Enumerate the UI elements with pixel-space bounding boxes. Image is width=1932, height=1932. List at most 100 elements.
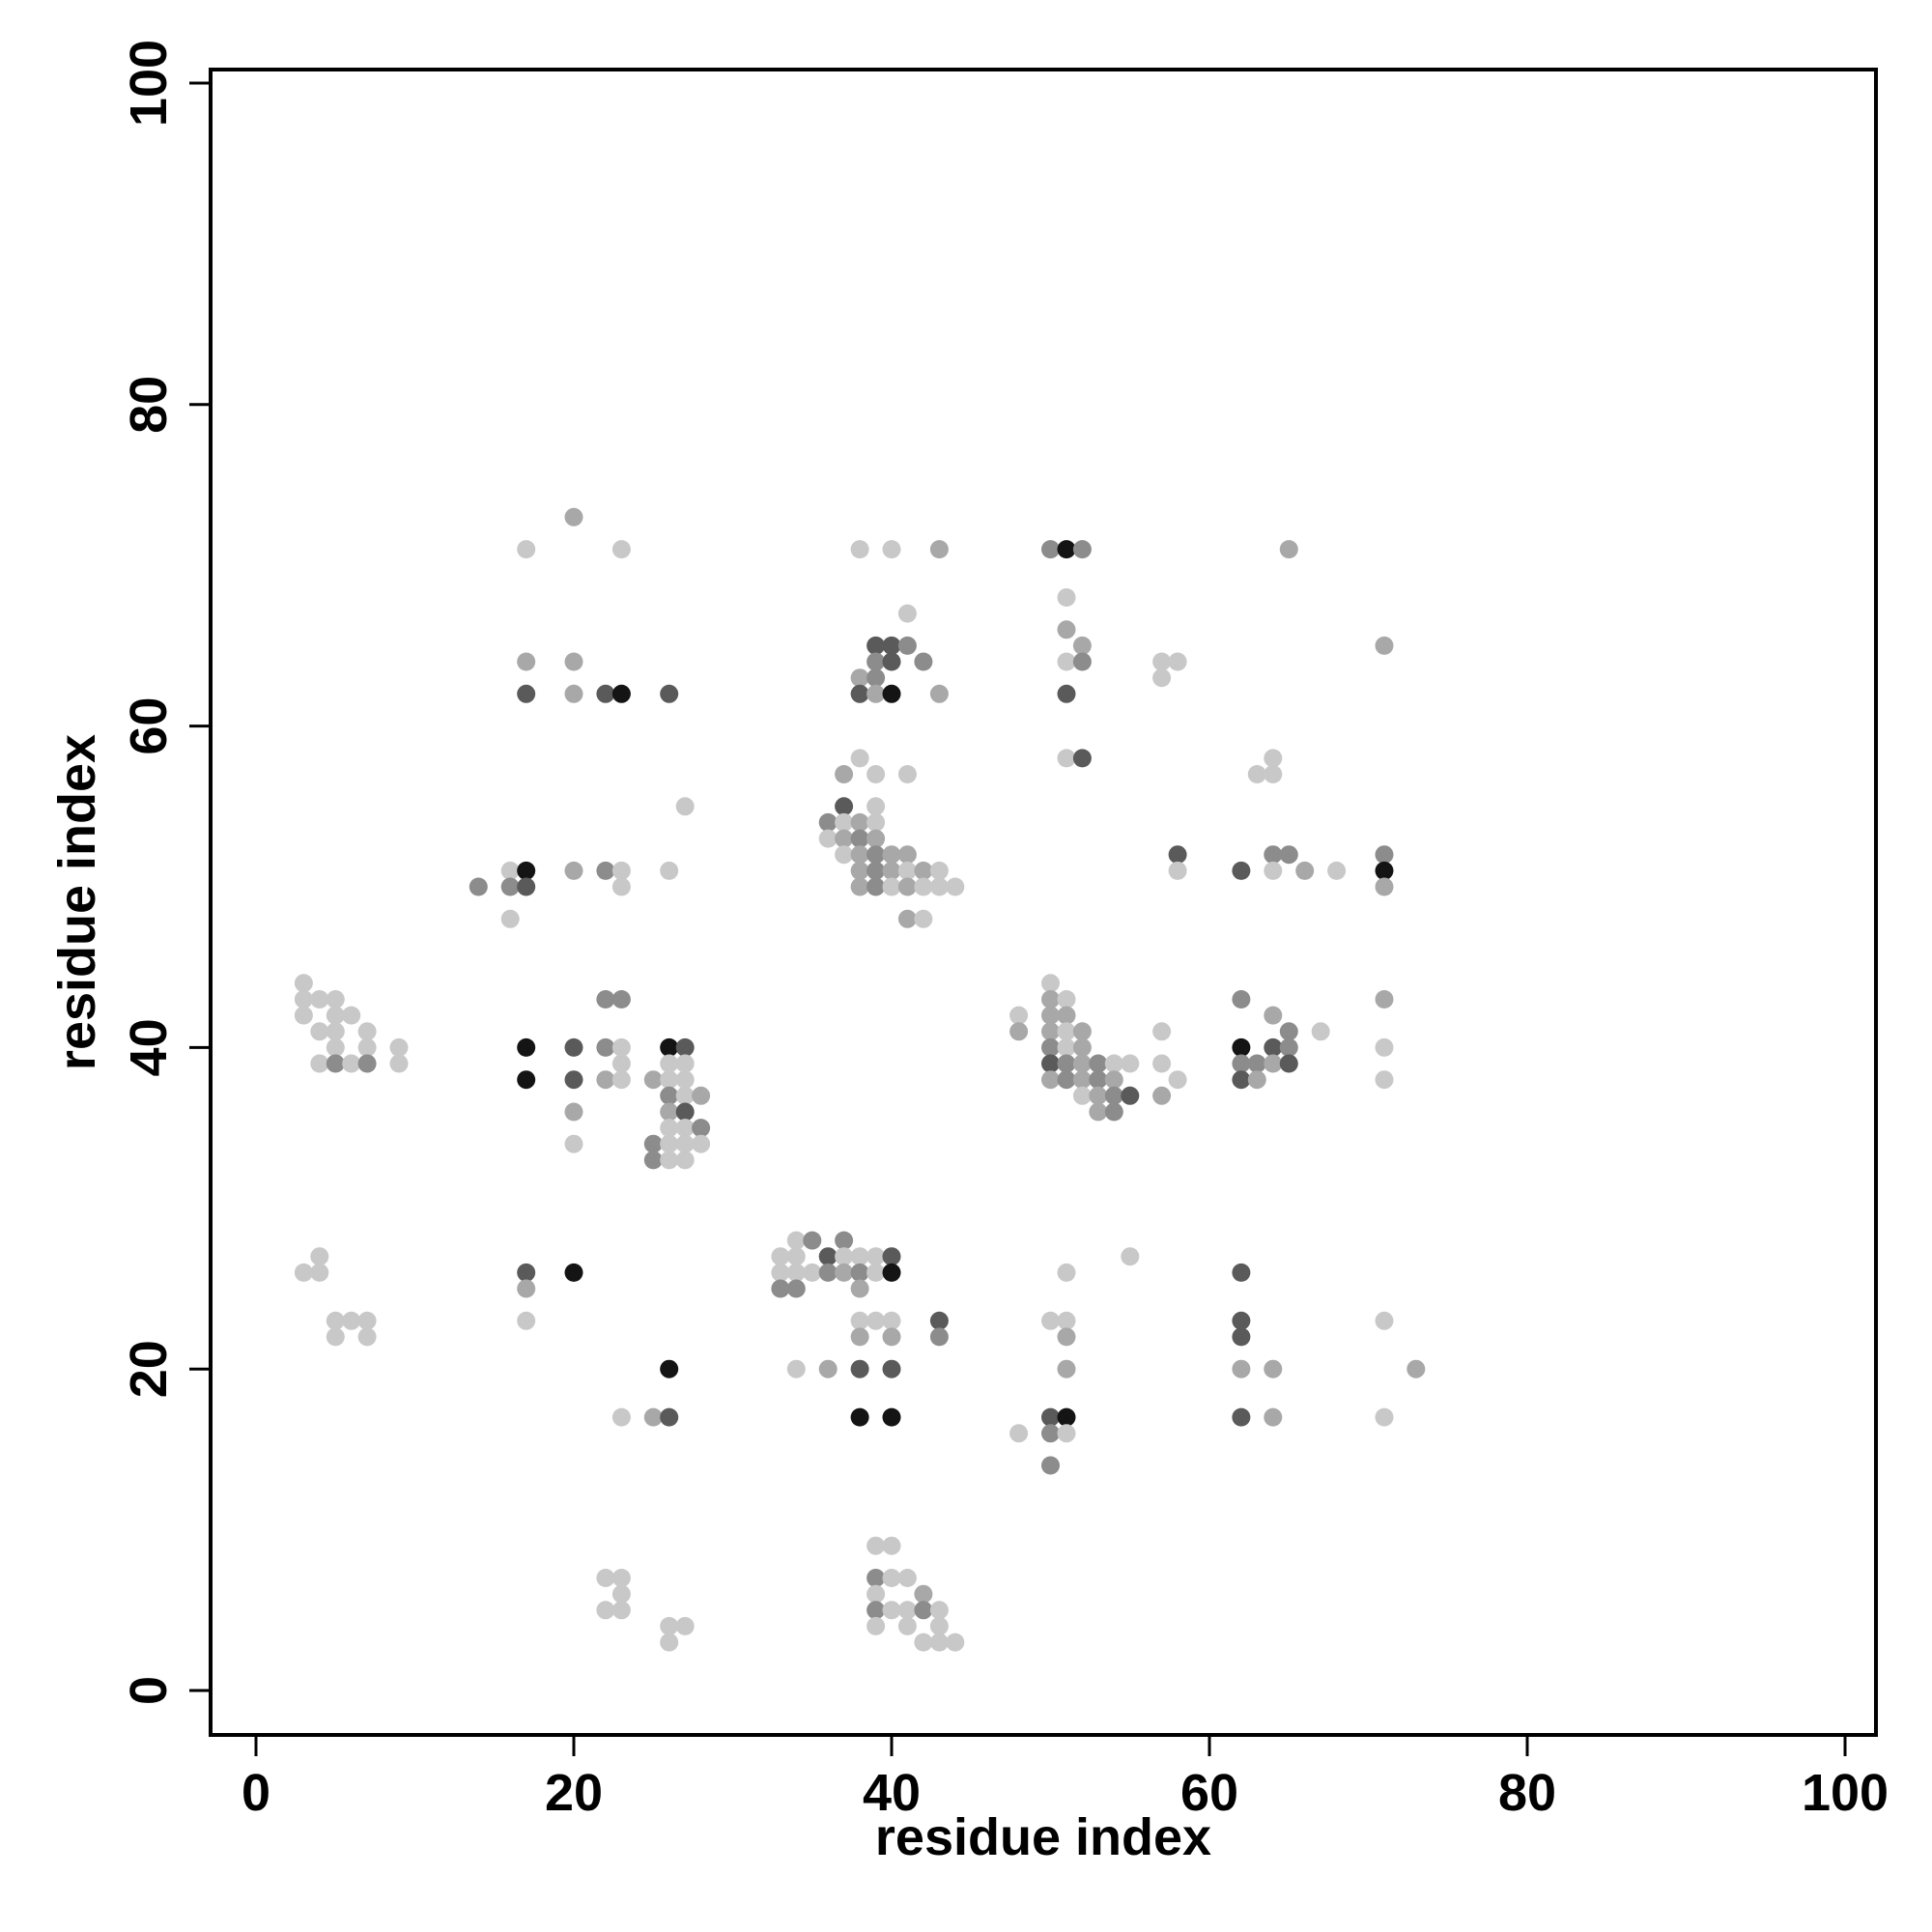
- data-point: [310, 1247, 329, 1266]
- x-tick-label: 0: [242, 1764, 270, 1822]
- data-point: [786, 1359, 806, 1378]
- data-point: [929, 1616, 949, 1635]
- data-point: [1232, 1070, 1251, 1090]
- x-axis: 0 20 40 60 80 100: [242, 1735, 1889, 1822]
- data-point: [1279, 540, 1298, 559]
- data-point: [1264, 1054, 1283, 1073]
- data-point: [1057, 1424, 1076, 1443]
- data-point: [818, 1247, 838, 1266]
- data-point: [1057, 652, 1076, 671]
- data-point: [867, 1536, 886, 1555]
- data-point: [1072, 1086, 1092, 1105]
- y-tick-label: 60: [120, 697, 178, 755]
- data-point: [1232, 1327, 1251, 1347]
- data-point: [946, 877, 965, 896]
- data-point: [1247, 1054, 1266, 1073]
- data-point: [897, 1601, 917, 1620]
- data-point: [1057, 990, 1076, 1009]
- data-point: [867, 684, 886, 703]
- data-point: [564, 507, 583, 526]
- data-point: [914, 877, 933, 896]
- data-point: [882, 1407, 901, 1427]
- data-point: [310, 1022, 329, 1041]
- data-point: [914, 1633, 933, 1652]
- data-point: [1375, 990, 1394, 1009]
- data-point: [692, 1086, 711, 1105]
- data-point: [1041, 990, 1060, 1009]
- data-point: [1057, 1070, 1076, 1090]
- data-point: [897, 636, 917, 655]
- data-point: [1375, 1037, 1394, 1057]
- data-point: [929, 1601, 949, 1620]
- data-point: [867, 668, 886, 688]
- y-tick-label: 0: [120, 1676, 178, 1705]
- data-point: [611, 1037, 631, 1057]
- data-point: [850, 845, 869, 865]
- data-point: [500, 909, 520, 928]
- y-tick-label: 40: [120, 1018, 178, 1076]
- data-point: [675, 1037, 695, 1057]
- data-point: [1152, 668, 1172, 688]
- data-point: [643, 1134, 663, 1153]
- data-point: [596, 1601, 615, 1620]
- data-point: [1057, 588, 1076, 607]
- data-point: [1121, 1086, 1140, 1105]
- data-point: [326, 990, 345, 1009]
- data-point: [1104, 1070, 1123, 1090]
- data-point: [517, 540, 536, 559]
- data-point: [914, 909, 933, 928]
- data-point: [675, 797, 695, 816]
- data-point: [882, 861, 901, 880]
- data-point: [1264, 1006, 1283, 1025]
- data-point: [675, 1086, 695, 1105]
- data-point: [1232, 1311, 1251, 1330]
- data-point: [1089, 1102, 1108, 1122]
- data-point: [1072, 749, 1092, 768]
- data-point: [1009, 1022, 1029, 1041]
- data-point: [1041, 1006, 1060, 1025]
- data-point: [1232, 861, 1251, 880]
- data-point: [1121, 1054, 1140, 1073]
- data-point: [818, 829, 838, 848]
- data-point: [867, 1311, 886, 1330]
- data-point: [564, 861, 583, 880]
- data-point: [1041, 1022, 1060, 1041]
- data-point: [1406, 1359, 1426, 1378]
- data-point: [1375, 845, 1394, 865]
- data-point: [611, 684, 631, 703]
- data-point: [1232, 1054, 1251, 1073]
- data-point: [326, 1022, 345, 1041]
- data-point: [850, 1327, 869, 1347]
- data-point: [517, 1070, 536, 1090]
- data-point: [1072, 1070, 1092, 1090]
- points-layer: [294, 507, 1426, 1652]
- data-point: [611, 990, 631, 1009]
- data-point: [850, 749, 869, 768]
- data-point: [897, 604, 917, 623]
- data-point: [660, 1633, 679, 1652]
- data-point: [914, 652, 933, 671]
- data-point: [326, 1054, 345, 1073]
- data-point: [660, 861, 679, 880]
- data-point: [1009, 1424, 1029, 1443]
- data-point: [850, 1279, 869, 1298]
- data-point: [596, 1070, 615, 1090]
- data-point: [1057, 1054, 1076, 1073]
- data-point: [1041, 1407, 1060, 1427]
- data-point: [882, 1536, 901, 1555]
- data-point: [835, 1231, 854, 1250]
- data-point: [1089, 1086, 1108, 1105]
- data-point: [611, 1407, 631, 1427]
- data-point: [1264, 1037, 1283, 1057]
- data-point: [1041, 540, 1060, 559]
- data-point: [867, 797, 886, 816]
- data-point: [564, 1102, 583, 1122]
- data-point: [660, 1119, 679, 1138]
- data-point: [611, 1601, 631, 1620]
- data-point: [850, 812, 869, 832]
- data-point: [1375, 1311, 1394, 1330]
- data-point: [564, 652, 583, 671]
- data-point: [1375, 861, 1394, 880]
- data-point: [835, 829, 854, 848]
- data-point: [867, 1263, 886, 1282]
